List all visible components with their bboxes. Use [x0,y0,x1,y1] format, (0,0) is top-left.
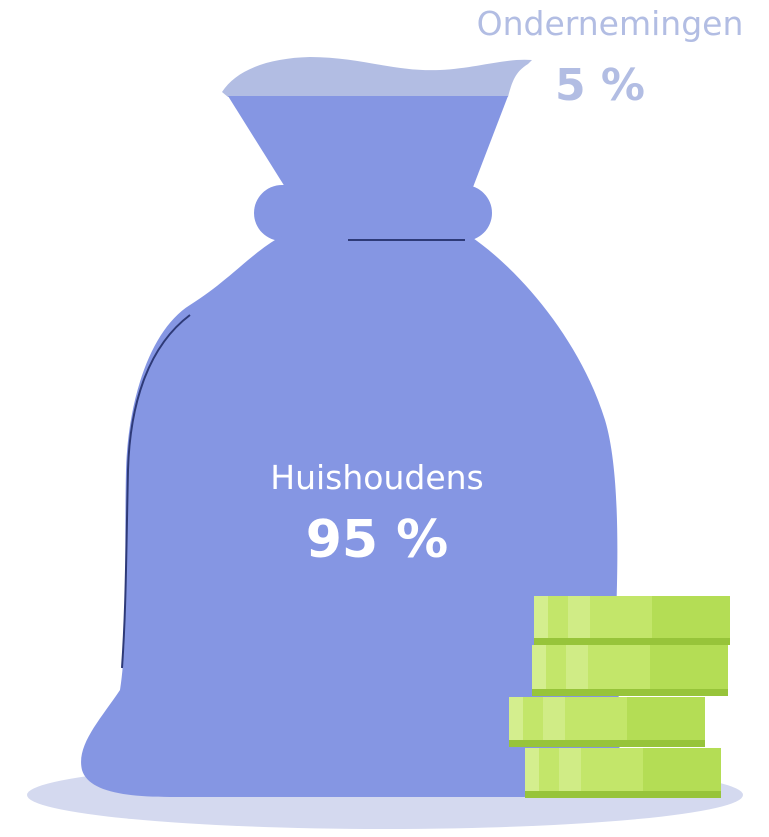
coin [534,596,730,645]
share-value-ondernemingen: 5 % [554,60,646,111]
share-label-ondernemingen: Ondernemingen [476,4,744,43]
coin-stack-icon [509,596,730,798]
bag-neck [228,96,508,195]
share-label-huishoudens: Huishoudens [270,458,484,497]
bag-edge-stroke [121,314,191,669]
bag-collar [254,185,492,241]
money-bag-icon [81,57,621,797]
coin [525,748,721,798]
coin [509,697,705,747]
bag-body [81,236,621,797]
share-value-huishoudens: 95 % [305,510,449,570]
coin [532,645,728,696]
bag-top-share [222,57,532,97]
